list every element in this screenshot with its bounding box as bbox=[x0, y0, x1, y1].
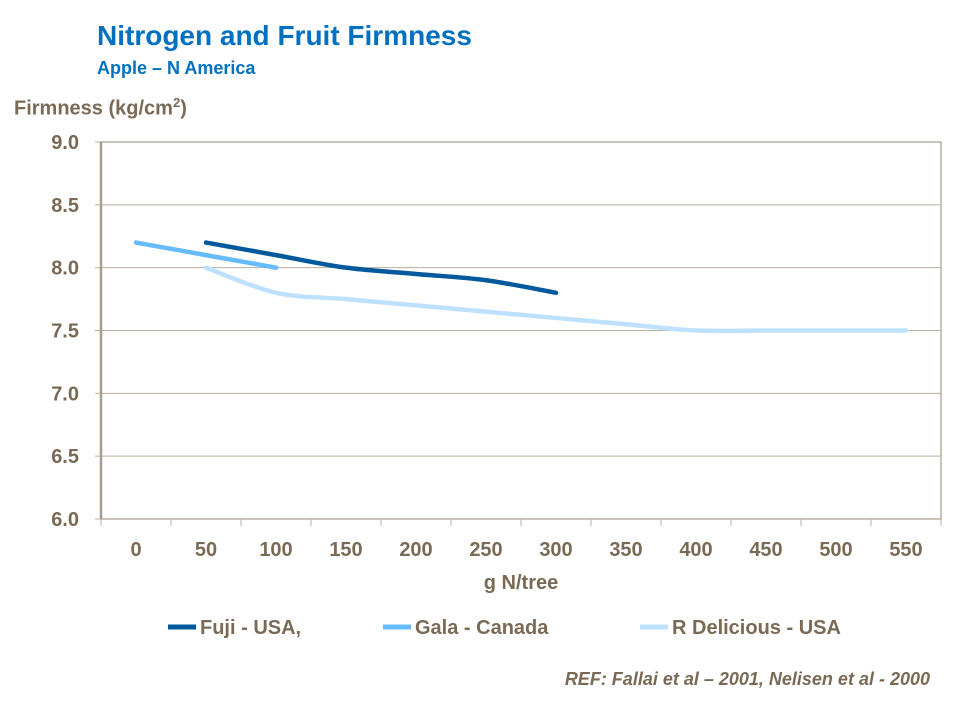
x-tick-label: 350 bbox=[609, 539, 642, 561]
legend-label: Fuji - USA, bbox=[200, 617, 301, 639]
y-tick-label: 6.5 bbox=[51, 446, 79, 468]
y-axis-label-sup: 2 bbox=[172, 95, 181, 110]
y-axis-label-text: Firmness (kg/cm bbox=[14, 97, 173, 120]
series-line-0 bbox=[203, 240, 559, 296]
legend-label: R Delicious - USA bbox=[672, 617, 841, 639]
x-tick-label: 400 bbox=[679, 539, 712, 561]
x-tick-label: 500 bbox=[819, 539, 852, 561]
series-line-1 bbox=[133, 240, 279, 270]
x-tick-label: 100 bbox=[259, 539, 292, 561]
x-tick-label: 250 bbox=[469, 539, 502, 561]
x-tick-label: 50 bbox=[195, 539, 217, 561]
y-tick-label: 8.5 bbox=[51, 195, 79, 217]
chart-title: Nitrogen and Fruit Firmness bbox=[97, 20, 472, 51]
x-tick-label: 150 bbox=[329, 539, 362, 561]
x-axis-label: g N/tree bbox=[484, 572, 558, 594]
x-tick-label: 450 bbox=[749, 539, 782, 561]
x-tick-label: 300 bbox=[539, 539, 572, 561]
x-tick-label: 200 bbox=[399, 539, 432, 561]
y-tick-label: 8.0 bbox=[51, 258, 79, 280]
y-tick-label: 6.0 bbox=[51, 509, 79, 531]
legend-label: Gala - Canada bbox=[415, 617, 549, 639]
y-axis-label-end: ) bbox=[180, 97, 187, 120]
y-tick-label: 7.5 bbox=[51, 321, 79, 343]
y-tick-label: 7.0 bbox=[51, 383, 79, 405]
x-tick-label: 0 bbox=[130, 539, 141, 561]
reference-note: REF: Fallai et al – 2001, Nelisen et al … bbox=[564, 669, 930, 689]
y-tick-label: 9.0 bbox=[51, 132, 79, 154]
y-axis-label: Firmness (kg/cm2) bbox=[14, 95, 187, 121]
series-line-2 bbox=[203, 265, 909, 334]
x-tick-label: 550 bbox=[889, 539, 922, 561]
chart-subtitle: Apple – N America bbox=[97, 58, 256, 78]
